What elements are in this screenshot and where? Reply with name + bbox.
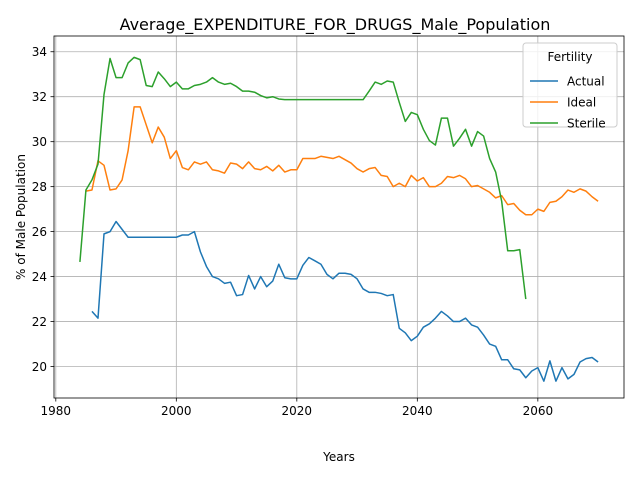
y-axis-ticks: 20 22 24 26 28 30 32 34	[32, 45, 54, 374]
legend-label-sterile: Sterile	[567, 116, 606, 130]
legend: Fertility Actual Ideal Sterile	[522, 42, 618, 130]
y-tick-label: 32	[32, 90, 47, 104]
x-axis-label: Years	[322, 450, 355, 464]
legend-label-actual: Actual	[567, 74, 605, 88]
x-tick-label: 2040	[402, 404, 433, 418]
y-tick-label: 22	[32, 315, 47, 329]
legend-title: Fertility	[547, 50, 592, 64]
series-line-actual	[91, 220, 599, 382]
y-tick-label: 30	[32, 135, 47, 149]
grid-lines	[54, 36, 624, 398]
series-lines	[79, 56, 599, 382]
chart-title: Average_EXPENDITURE_FOR_DRUGS_Male_Popul…	[120, 15, 551, 35]
y-axis-label: % of Male Population	[14, 154, 28, 280]
y-tick-label: 26	[32, 225, 47, 239]
y-tick-label: 20	[32, 360, 47, 374]
x-tick-label: 2060	[523, 404, 554, 418]
x-tick-label: 2000	[161, 404, 192, 418]
x-tick-label: 2020	[282, 404, 313, 418]
legend-label-ideal: Ideal	[567, 95, 596, 109]
legend-items: Actual Ideal Sterile	[530, 74, 606, 130]
plot-frame	[53, 35, 625, 399]
y-tick-label: 24	[32, 270, 47, 284]
x-tick-label: 1980	[41, 404, 72, 418]
legend-box	[522, 42, 618, 128]
y-tick-label: 34	[32, 45, 47, 59]
y-tick-label: 28	[32, 180, 47, 194]
x-axis-ticks: 1980 2000 2020 2040 2060	[41, 398, 554, 418]
series-line-sterile	[79, 56, 527, 300]
series-line-ideal	[85, 106, 599, 216]
